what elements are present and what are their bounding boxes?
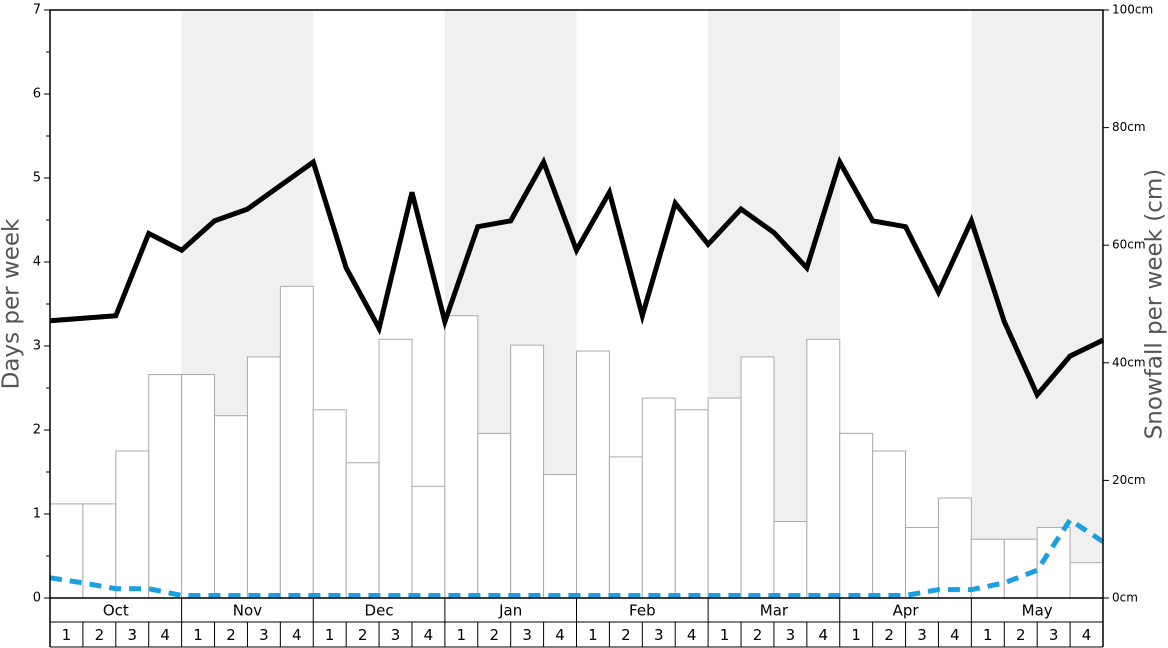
bar [477,432,512,599]
week-label: 4 [160,626,170,644]
week-label: 4 [1082,626,1092,644]
month-label: Nov [233,602,262,620]
week-label: 4 [819,626,829,644]
week-label: 2 [753,626,763,644]
bar [246,356,281,599]
y2-tick-label: 40cm [1112,355,1146,369]
bar [115,450,150,599]
y-tick-label: 2 [33,423,41,438]
y-tick-label: 6 [33,87,41,102]
week-label: 3 [654,626,664,644]
month-label: Oct [103,602,129,620]
y2-axis-label: Snowfall per week (cm) [1142,169,1168,440]
bar [1003,538,1038,599]
bar [576,350,610,599]
line [49,516,1105,598]
week-label: 2 [489,626,499,644]
week-label: 3 [127,626,137,644]
week-label: 1 [720,626,730,644]
week-label: 3 [917,626,927,644]
y-tick-label: 5 [33,171,41,186]
week-label: 3 [259,626,269,644]
week-label: 3 [1049,626,1059,644]
week-label: 4 [292,626,302,644]
week-label: 1 [851,626,861,644]
week-label: 2 [1016,626,1026,644]
bar [1069,562,1104,599]
week-label: 1 [983,626,993,644]
week-label: 1 [193,626,203,644]
month-label: May [1022,602,1053,620]
line [49,155,1105,400]
bar [806,338,841,599]
week-label: 1 [588,626,598,644]
bar [411,485,446,599]
y2-tick-label: 60cm [1112,238,1146,252]
bar [345,462,380,599]
week-label: 2 [226,626,236,644]
week-label: 2 [884,626,894,644]
bar [214,415,248,599]
bar [312,409,347,599]
month-label: Jan [498,602,522,620]
bar [378,338,413,599]
y2-tick-label: 20cm [1112,473,1146,487]
month-shade [971,10,1103,598]
bar [740,356,775,599]
bar [279,285,314,599]
month-label: Feb [629,602,656,620]
month-label: Apr [893,602,920,620]
week-label: 3 [786,626,796,644]
bar [148,374,183,599]
y2-tick-label: 0cm [1112,591,1138,605]
month-label: Dec [365,602,394,620]
bar [444,315,479,599]
week-label: 4 [424,626,434,644]
week-label: 3 [391,626,401,644]
bar [905,526,939,599]
bar [181,374,216,599]
bar [773,521,808,599]
bar [608,456,643,599]
bar [641,397,676,599]
bar [510,344,545,599]
week-label: 1 [325,626,335,644]
week-label: 3 [522,626,532,644]
week-label: 4 [687,626,697,644]
y-tick-label: 1 [33,507,41,522]
week-label: 1 [62,626,72,644]
bar [937,497,972,599]
y-tick-label: 7 [33,3,41,18]
bar [872,450,907,599]
week-label: 4 [950,626,960,644]
y-tick-label: 4 [33,255,41,270]
bar [839,432,874,599]
week-label: 1 [457,626,467,644]
week-label: 4 [555,626,565,644]
bar [543,474,577,599]
month-label: Mar [760,602,789,620]
bar [707,397,742,599]
week-label: 2 [95,626,105,644]
y-axis-label: Days per week [0,218,25,389]
week-label: 2 [358,626,368,644]
week-label: 2 [621,626,631,644]
y2-tick-label: 100cm [1112,3,1153,17]
y-tick-label: 0 [33,591,41,606]
y2-tick-label: 80cm [1112,120,1146,134]
y-tick-label: 3 [33,339,41,354]
bar [674,409,709,599]
